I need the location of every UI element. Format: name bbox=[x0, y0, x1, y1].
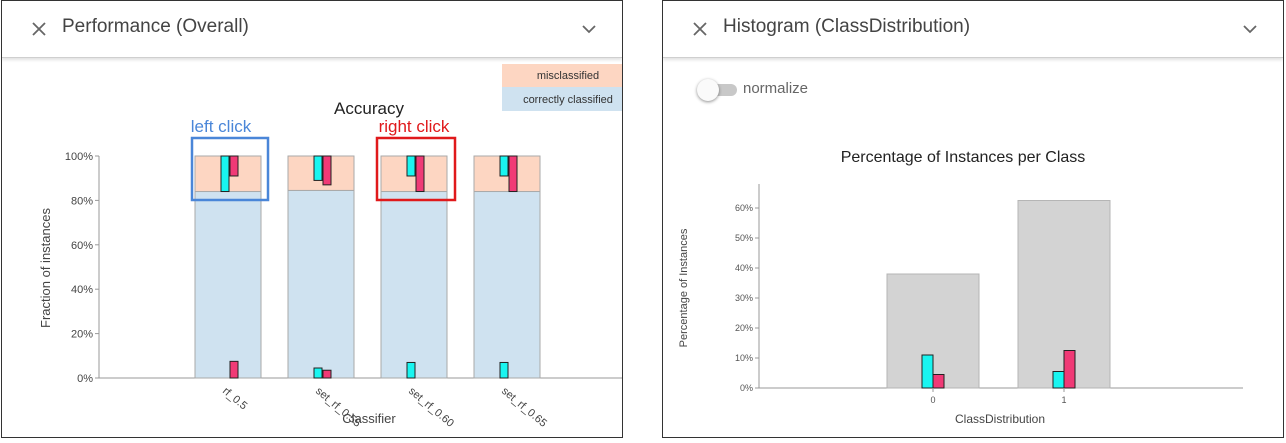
x-tick-label: 0 bbox=[930, 395, 935, 405]
selection-mark-pink bbox=[322, 155, 332, 186]
close-icon[interactable] bbox=[689, 18, 711, 40]
selection-mark-pink bbox=[229, 360, 239, 379]
selection-mark-cyan bbox=[220, 155, 230, 193]
selection-mark-pink bbox=[415, 155, 425, 193]
normalize-toggle[interactable] bbox=[697, 79, 737, 101]
chevron-down-icon[interactable] bbox=[1241, 20, 1259, 38]
selection-mark-cyan bbox=[1052, 371, 1065, 389]
x-tick-label: rf_0.5 bbox=[220, 385, 249, 412]
y-tick-label: 0% bbox=[740, 383, 753, 393]
legend-label-correct: correctly classified bbox=[523, 94, 613, 106]
y-tick-label: 40% bbox=[71, 284, 93, 296]
selection-mark-pink bbox=[1063, 350, 1076, 389]
selection-mark-cyan bbox=[313, 367, 323, 379]
legend-swatch-correct bbox=[502, 87, 622, 111]
panel-header: Histogram (ClassDistribution) bbox=[663, 1, 1283, 58]
left-click-label: left click bbox=[191, 117, 252, 136]
left-click-box bbox=[190, 136, 270, 202]
selection-mark-cyan bbox=[406, 361, 416, 379]
x-axis-label: ClassDistribution bbox=[955, 412, 1045, 426]
selection-mark-cyan bbox=[921, 354, 934, 389]
selection-mark-cyan bbox=[313, 155, 323, 181]
x-axis-label: Classifier bbox=[342, 411, 396, 426]
chart-title: Accuracy bbox=[334, 99, 404, 118]
y-tick-label: 60% bbox=[735, 203, 753, 213]
legend-label-misclassified: misclassified bbox=[537, 70, 599, 82]
selection-mark-pink bbox=[229, 155, 239, 177]
y-axis-label: Percentage of Instances bbox=[678, 228, 690, 347]
selection-mark-pink bbox=[322, 369, 332, 379]
histogram-chart: Percentage of Instances per Class 0% 10% 20… bbox=[678, 149, 1243, 426]
y-tick-label: 30% bbox=[735, 293, 753, 303]
accuracy-chart: misclassified correctly classified Accurac… bbox=[38, 64, 622, 430]
y-tick-label: 0% bbox=[77, 373, 93, 385]
performance-panel: Performance (Overall) misclassified corre… bbox=[1, 0, 623, 438]
right-click-box bbox=[375, 136, 457, 202]
selection-mark-cyan bbox=[406, 155, 416, 177]
chevron-down-icon[interactable] bbox=[580, 20, 598, 38]
y-tick-label: 50% bbox=[735, 233, 753, 243]
y-axis-label: Fraction of instances bbox=[38, 208, 53, 328]
panel-title: Histogram (ClassDistribution) bbox=[723, 16, 971, 37]
right-click-label: right click bbox=[379, 117, 450, 136]
x-tick-label: set_rf_0.65 bbox=[499, 385, 549, 430]
y-tick-label: 80% bbox=[71, 195, 93, 207]
selection-mark-pink bbox=[508, 155, 518, 193]
bar-correct bbox=[473, 191, 541, 379]
y-tick-label: 20% bbox=[71, 329, 93, 341]
x-tick-label: set_rf_0.60 bbox=[406, 385, 456, 430]
histogram-panel: Histogram (ClassDistribution) Percentage… bbox=[662, 0, 1284, 438]
close-icon[interactable] bbox=[28, 18, 50, 40]
y-tick-label: 10% bbox=[735, 353, 753, 363]
y-tick-label: 20% bbox=[735, 323, 753, 333]
panel-title: Performance (Overall) bbox=[62, 16, 249, 37]
y-tick-label: 60% bbox=[71, 240, 93, 252]
normalize-label: normalize bbox=[743, 80, 809, 97]
panel-header: Performance (Overall) bbox=[2, 1, 622, 58]
selection-mark-pink bbox=[932, 374, 945, 389]
y-tick-label: 100% bbox=[65, 151, 93, 163]
toggle-thumb bbox=[697, 79, 719, 101]
bar-correct bbox=[287, 189, 355, 379]
chart-title: Percentage of Instances per Class bbox=[841, 149, 1086, 166]
x-tick-label: 1 bbox=[1061, 395, 1066, 405]
selection-mark-cyan bbox=[499, 361, 509, 379]
selection-mark-cyan bbox=[499, 155, 509, 177]
y-tick-label: 40% bbox=[735, 263, 753, 273]
bar-correct bbox=[194, 191, 262, 379]
bar-correct bbox=[380, 191, 448, 379]
legend-swatch-misclassified bbox=[502, 64, 622, 87]
